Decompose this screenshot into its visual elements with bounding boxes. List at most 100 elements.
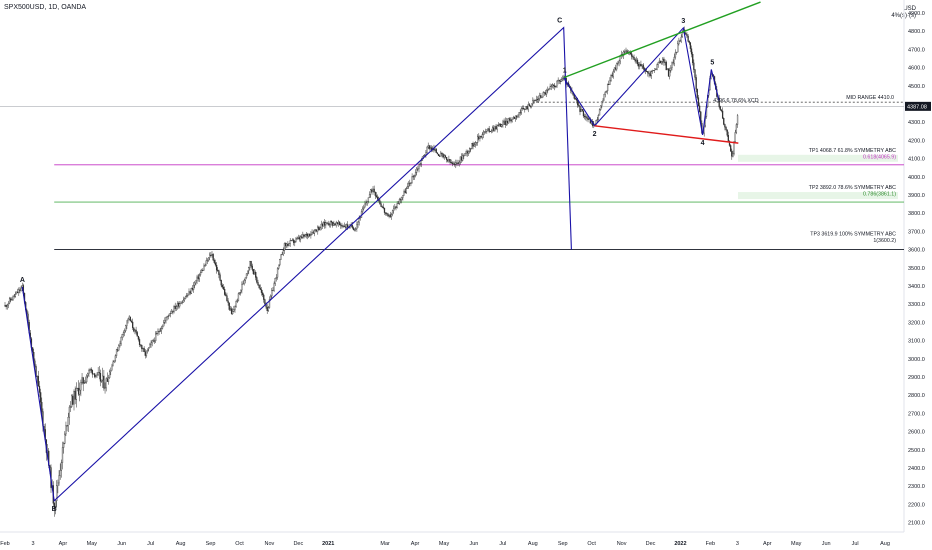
candle-body (311, 232, 313, 235)
candle-body (66, 425, 68, 427)
y-tick-label: 4200.0 (908, 138, 925, 144)
candle-body (726, 129, 728, 136)
candle-body (214, 262, 217, 266)
candle-body (36, 375, 38, 377)
y-tick-label: 2600.0 (908, 430, 925, 436)
candle-body (521, 108, 524, 109)
point-label-c: C (557, 18, 562, 25)
candle-body (649, 73, 651, 77)
candle-body (351, 225, 353, 228)
candle-body (456, 162, 458, 164)
x-tick-label: Mar (380, 541, 390, 547)
candle-body (186, 295, 188, 297)
candle-body (257, 282, 259, 286)
candle-body (523, 108, 525, 110)
candle-body (574, 98, 577, 100)
candle-body (115, 349, 118, 356)
candle-body (517, 114, 519, 118)
candle-body (689, 42, 692, 49)
candle-body (540, 95, 542, 98)
candle-body (312, 232, 314, 234)
candle-body (560, 79, 563, 82)
candle-body (268, 299, 271, 308)
candle-body (732, 153, 734, 157)
candle-body (688, 41, 690, 43)
candle-body (213, 259, 215, 263)
candle-body (441, 152, 443, 155)
candle-body (140, 344, 142, 346)
candle-body (524, 108, 526, 110)
candle-body (485, 131, 487, 133)
candle-body (165, 317, 167, 321)
candle-body (480, 136, 482, 138)
candle-body (403, 190, 405, 196)
candle-body (206, 260, 209, 262)
candle-body (672, 62, 674, 64)
candle-body (371, 189, 373, 192)
candle-body (56, 485, 58, 502)
candle-body (121, 334, 123, 338)
candle-body (34, 360, 36, 367)
candle-body (617, 62, 619, 64)
candle-body (294, 241, 296, 243)
candle-body (639, 63, 641, 67)
candle-body (605, 90, 608, 93)
candle-body (143, 348, 145, 353)
candle-body (411, 176, 413, 184)
candle-body (671, 62, 673, 69)
candle-body (468, 148, 471, 152)
candle-body (241, 284, 243, 291)
candle-body (57, 482, 59, 486)
candle-body (674, 52, 677, 58)
x-tick-label: Feb (0, 541, 9, 547)
candle-body (512, 117, 514, 120)
candle-body (460, 156, 463, 161)
candle-body (426, 146, 428, 154)
candle-body (370, 189, 372, 195)
y-tick-label: 2400.0 (908, 466, 925, 472)
x-tick-label: May (439, 541, 450, 547)
candle-body (117, 349, 119, 351)
candle-body (261, 292, 264, 296)
x-tick-label: Jun (822, 541, 831, 547)
candle-body (679, 40, 681, 42)
candle-body (129, 316, 131, 322)
candle-body (478, 136, 480, 139)
candle-body (479, 136, 481, 139)
candle-body (685, 33, 687, 35)
candle-body (642, 64, 644, 69)
candle-body (663, 58, 665, 63)
candle-body (156, 333, 158, 335)
candle-body (264, 299, 266, 305)
candle-body (585, 116, 587, 118)
candle-body (725, 127, 727, 131)
candle-body (293, 239, 295, 243)
candle-body (229, 308, 232, 310)
candle-body (670, 67, 672, 71)
candle-body (581, 109, 583, 112)
candle-body (410, 182, 412, 184)
candle-body (734, 132, 736, 142)
candle-body (364, 203, 366, 208)
candle-body (399, 199, 402, 201)
candle-body (611, 75, 613, 77)
candle-body (491, 127, 494, 131)
candle-body (728, 140, 731, 146)
candle-body (557, 79, 559, 82)
candle-body (389, 214, 391, 217)
candle-body (137, 336, 140, 340)
x-tick-label: Aug (528, 541, 538, 547)
candle-body (345, 224, 348, 228)
x-tick-label: Nov (617, 541, 627, 547)
candle-body (380, 203, 382, 207)
tp3-label-2: 1(3600.2) (873, 238, 896, 244)
candle-body (232, 311, 234, 314)
candle-body (610, 75, 612, 81)
candle-body (465, 151, 467, 154)
x-tick-label: Nov (264, 541, 274, 547)
candle-body (650, 71, 652, 77)
candle-body (267, 307, 269, 312)
last-price-tag[interactable] (905, 101, 931, 111)
candle-body (490, 130, 493, 132)
